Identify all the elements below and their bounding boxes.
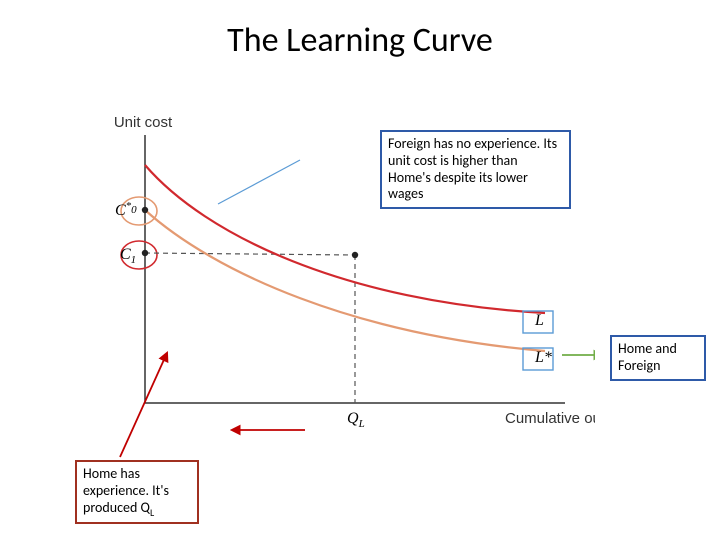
pointer-foreign xyxy=(218,160,300,204)
callout-foreign-text: Foreign has no experience. Its unit cost… xyxy=(388,135,557,202)
callout-foreign: Foreign has no experience. Its unit cost… xyxy=(380,130,571,209)
callout-home: Home has experience. It's produced QL xyxy=(75,460,199,524)
label-C1: C1 xyxy=(120,246,136,266)
curve-label-L: L xyxy=(534,312,544,329)
callout-home-subscript: L xyxy=(150,505,154,518)
curve-label-L-star: L* xyxy=(534,349,552,366)
callout-home-text: Home has experience. It's produced Q xyxy=(83,465,169,516)
callout-legend: Home and Foreign xyxy=(610,335,706,381)
dot-C1 xyxy=(142,250,148,256)
page-title: The Learning Curve xyxy=(0,20,720,61)
y-axis-label: Unit cost xyxy=(114,115,173,131)
arrow-home xyxy=(120,353,167,457)
label-QL: QL xyxy=(347,410,365,430)
dot-C0_star xyxy=(142,207,148,213)
dot-P_mid xyxy=(352,252,358,258)
x-axis-label: Cumulative output xyxy=(505,410,595,427)
dashed-horizontal xyxy=(145,253,355,255)
label-C0-star: C*0 xyxy=(115,200,137,219)
callout-legend-text: Home and Foreign xyxy=(618,340,677,374)
